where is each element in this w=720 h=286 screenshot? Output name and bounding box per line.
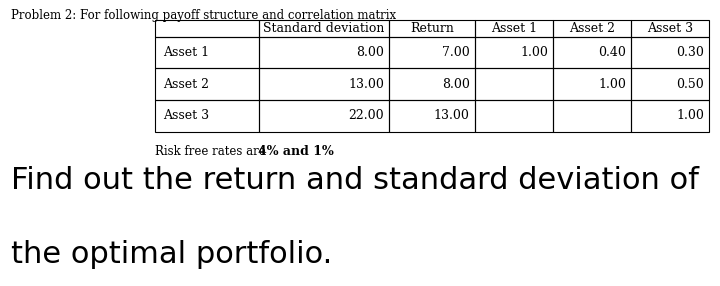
Text: 0.50: 0.50: [676, 78, 704, 91]
Bar: [390, 20, 474, 37]
Bar: [390, 37, 474, 68]
Text: Risk free rates are: Risk free rates are: [155, 145, 269, 158]
Text: Asset 1: Asset 1: [163, 46, 210, 59]
Text: 1.00: 1.00: [598, 78, 626, 91]
Text: Standard deviation: Standard deviation: [264, 22, 384, 35]
Bar: [155, 100, 259, 132]
Text: Return: Return: [410, 22, 454, 35]
Bar: [474, 20, 553, 37]
Text: 7.00: 7.00: [442, 46, 469, 59]
Bar: [259, 20, 390, 37]
Text: 4% and 1%: 4% and 1%: [258, 145, 334, 158]
Text: 0.40: 0.40: [598, 46, 626, 59]
Bar: [155, 37, 259, 68]
Text: Asset 1: Asset 1: [491, 22, 537, 35]
Bar: [474, 100, 553, 132]
Text: Asset 3: Asset 3: [163, 109, 210, 122]
Bar: [259, 37, 390, 68]
Text: Asset 2: Asset 2: [569, 22, 615, 35]
Text: the optimal portfolio.: the optimal portfolio.: [11, 240, 332, 269]
Bar: [631, 37, 709, 68]
Bar: [259, 100, 390, 132]
Bar: [474, 68, 553, 100]
Text: 22.00: 22.00: [348, 109, 384, 122]
Bar: [553, 20, 631, 37]
Text: Asset 2: Asset 2: [163, 78, 210, 91]
Bar: [631, 100, 709, 132]
Bar: [553, 100, 631, 132]
Bar: [259, 68, 390, 100]
Text: 13.00: 13.00: [348, 78, 384, 91]
Bar: [631, 20, 709, 37]
Bar: [390, 68, 474, 100]
Text: 8.00: 8.00: [356, 46, 384, 59]
Bar: [553, 68, 631, 100]
Text: 1.00: 1.00: [676, 109, 704, 122]
Text: 0.30: 0.30: [676, 46, 704, 59]
Bar: [155, 20, 259, 37]
Text: Asset 3: Asset 3: [647, 22, 693, 35]
Bar: [474, 37, 553, 68]
Text: 1.00: 1.00: [520, 46, 548, 59]
Text: 13.00: 13.00: [434, 109, 469, 122]
Text: 8.00: 8.00: [442, 78, 469, 91]
Text: Problem 2: For following payoff structure and correlation matrix: Problem 2: For following payoff structur…: [11, 9, 396, 21]
Bar: [390, 100, 474, 132]
Bar: [631, 68, 709, 100]
Text: Find out the return and standard deviation of: Find out the return and standard deviati…: [11, 166, 698, 195]
Bar: [553, 37, 631, 68]
Bar: [155, 68, 259, 100]
